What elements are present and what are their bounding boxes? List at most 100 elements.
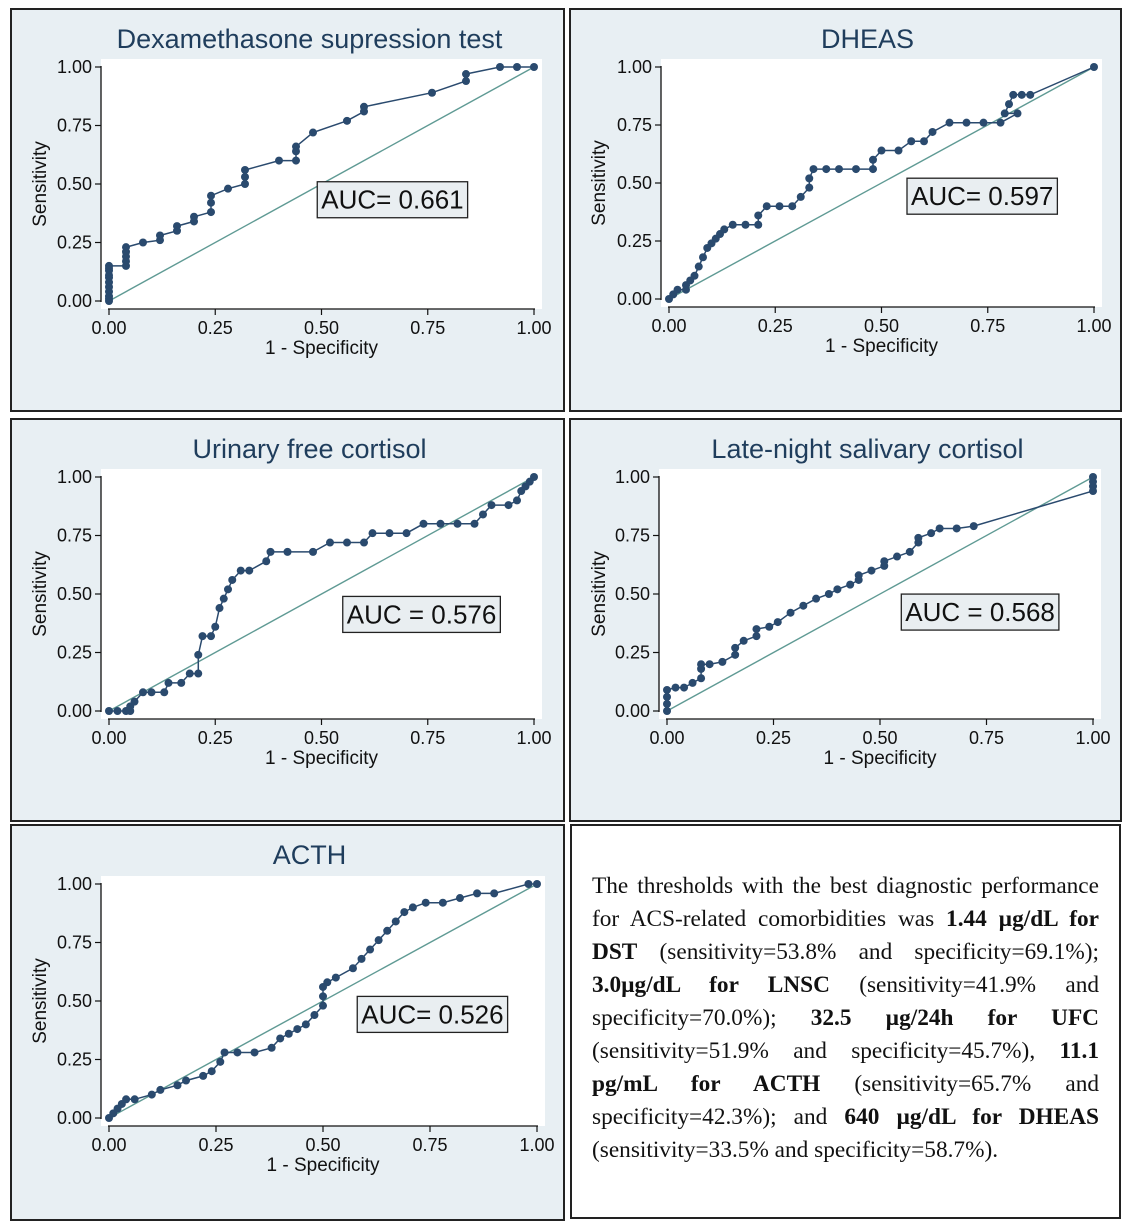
roc-point (694, 262, 703, 271)
roc-point (428, 88, 436, 97)
y-tick-label: 1.00 (617, 57, 652, 77)
roc-point (301, 1020, 310, 1029)
roc-panel-acth: ACTH 0.00 0.25 0.50 0.75 1.00 0.00 0.25 0.50 0.75… (10, 824, 565, 1221)
y-tick-label: 0.50 (57, 991, 92, 1011)
roc-point (688, 678, 697, 687)
roc-point (284, 1029, 293, 1038)
summary-text-part: (sensitivity=53.8% and specificity=69.1%… (637, 939, 1099, 965)
roc-panel-dst: Dexamethasone supression test 0.00 0.25 0.5… (10, 8, 565, 412)
roc-point (920, 137, 928, 146)
x-tick-label: 0.50 (304, 728, 339, 748)
roc-point (438, 898, 447, 907)
roc-point (228, 575, 237, 584)
roc-point (487, 501, 496, 510)
x-tick-label: 1.00 (1075, 728, 1110, 748)
roc-point (241, 180, 249, 188)
roc-point (739, 636, 748, 645)
roc-point (266, 547, 275, 556)
x-tick-label: 0.00 (91, 1135, 126, 1155)
y-tick-label: 0.50 (617, 173, 652, 193)
y-tick-label: 0.00 (617, 289, 652, 309)
roc-point (147, 688, 156, 697)
summary-text-part: The thresholds with the best diagnostic … (592, 873, 1099, 932)
y-tick-label: 1.00 (57, 467, 92, 487)
roc-point (663, 692, 671, 701)
roc-point (348, 964, 357, 973)
roc-point (852, 165, 860, 174)
roc-point (326, 538, 334, 547)
roc-point (796, 192, 805, 201)
roc-point (833, 585, 842, 594)
roc-point (805, 174, 814, 183)
roc-point (854, 571, 863, 580)
y-tick-label: 0.25 (57, 233, 92, 253)
roc-point (343, 116, 351, 125)
y-tick-label: 0.00 (57, 291, 92, 311)
roc-point (945, 118, 954, 127)
roc-point (969, 522, 978, 531)
roc-point (1089, 473, 1097, 481)
roc-chart-dheas: DHEAS 0.00 0.25 0.50 0.75 1.00 0.00 0.25 0.50 0.7… (589, 24, 1112, 357)
roc-point (198, 632, 207, 641)
y-axis-label: Sensitivity (30, 141, 51, 227)
roc-point (215, 604, 224, 613)
roc-point (754, 220, 763, 229)
roc-point (894, 146, 903, 155)
roc-point (211, 622, 220, 631)
y-axis-label: Sensitivity (30, 551, 51, 637)
roc-point (408, 903, 417, 912)
auc-annotation: AUC = 0.576 (342, 595, 501, 634)
roc-point (470, 519, 479, 528)
roc-point (773, 618, 782, 627)
roc-point (462, 77, 470, 86)
roc-point (473, 889, 482, 898)
roc-point (207, 191, 215, 200)
roc-point (402, 529, 411, 538)
roc-point (786, 608, 795, 617)
y-tick-label: 0.25 (617, 231, 652, 251)
x-tick-label: 0.00 (91, 318, 126, 338)
roc-point (513, 63, 521, 71)
reference-diagonal (668, 66, 1095, 300)
roc-point (1009, 90, 1018, 99)
y-tick-label: 0.75 (57, 116, 92, 136)
roc-point (846, 580, 855, 589)
roc-point (835, 165, 843, 174)
roc-point (752, 632, 761, 641)
roc-point (809, 165, 818, 174)
roc-point (331, 973, 340, 982)
roc-point (812, 594, 821, 603)
roc-point (292, 142, 300, 151)
roc-point (927, 529, 936, 538)
roc-point (877, 146, 886, 155)
roc-point (1013, 109, 1022, 118)
auc-annotation: AUC= 0.661 (316, 181, 469, 219)
roc-point (453, 519, 462, 528)
roc-point (718, 657, 727, 666)
chart-title: Urinary free cortisol (192, 434, 426, 464)
roc-point (233, 1048, 242, 1057)
roc-point (182, 1076, 191, 1085)
x-tick-label: 0.75 (410, 318, 445, 338)
roc-point (805, 183, 814, 192)
roc-point (283, 547, 292, 556)
roc-point (979, 118, 988, 127)
roc-point (139, 688, 147, 697)
roc-point (822, 165, 831, 174)
roc-point (479, 510, 487, 519)
y-tick-label: 0.50 (57, 174, 92, 194)
y-tick-label: 0.25 (615, 643, 650, 663)
roc-point (139, 238, 147, 247)
roc-point (699, 253, 707, 262)
roc-point (530, 473, 538, 481)
roc-point (147, 1090, 156, 1099)
auc-label: AUC= 0.597 (911, 181, 1053, 211)
roc-point (663, 685, 671, 694)
roc-point (160, 688, 169, 697)
roc-point (156, 231, 164, 240)
roc-point (360, 102, 368, 111)
x-tick-label: 0.75 (412, 1135, 447, 1155)
roc-point (177, 678, 186, 687)
roc-point (323, 978, 332, 987)
roc-point (245, 566, 254, 575)
